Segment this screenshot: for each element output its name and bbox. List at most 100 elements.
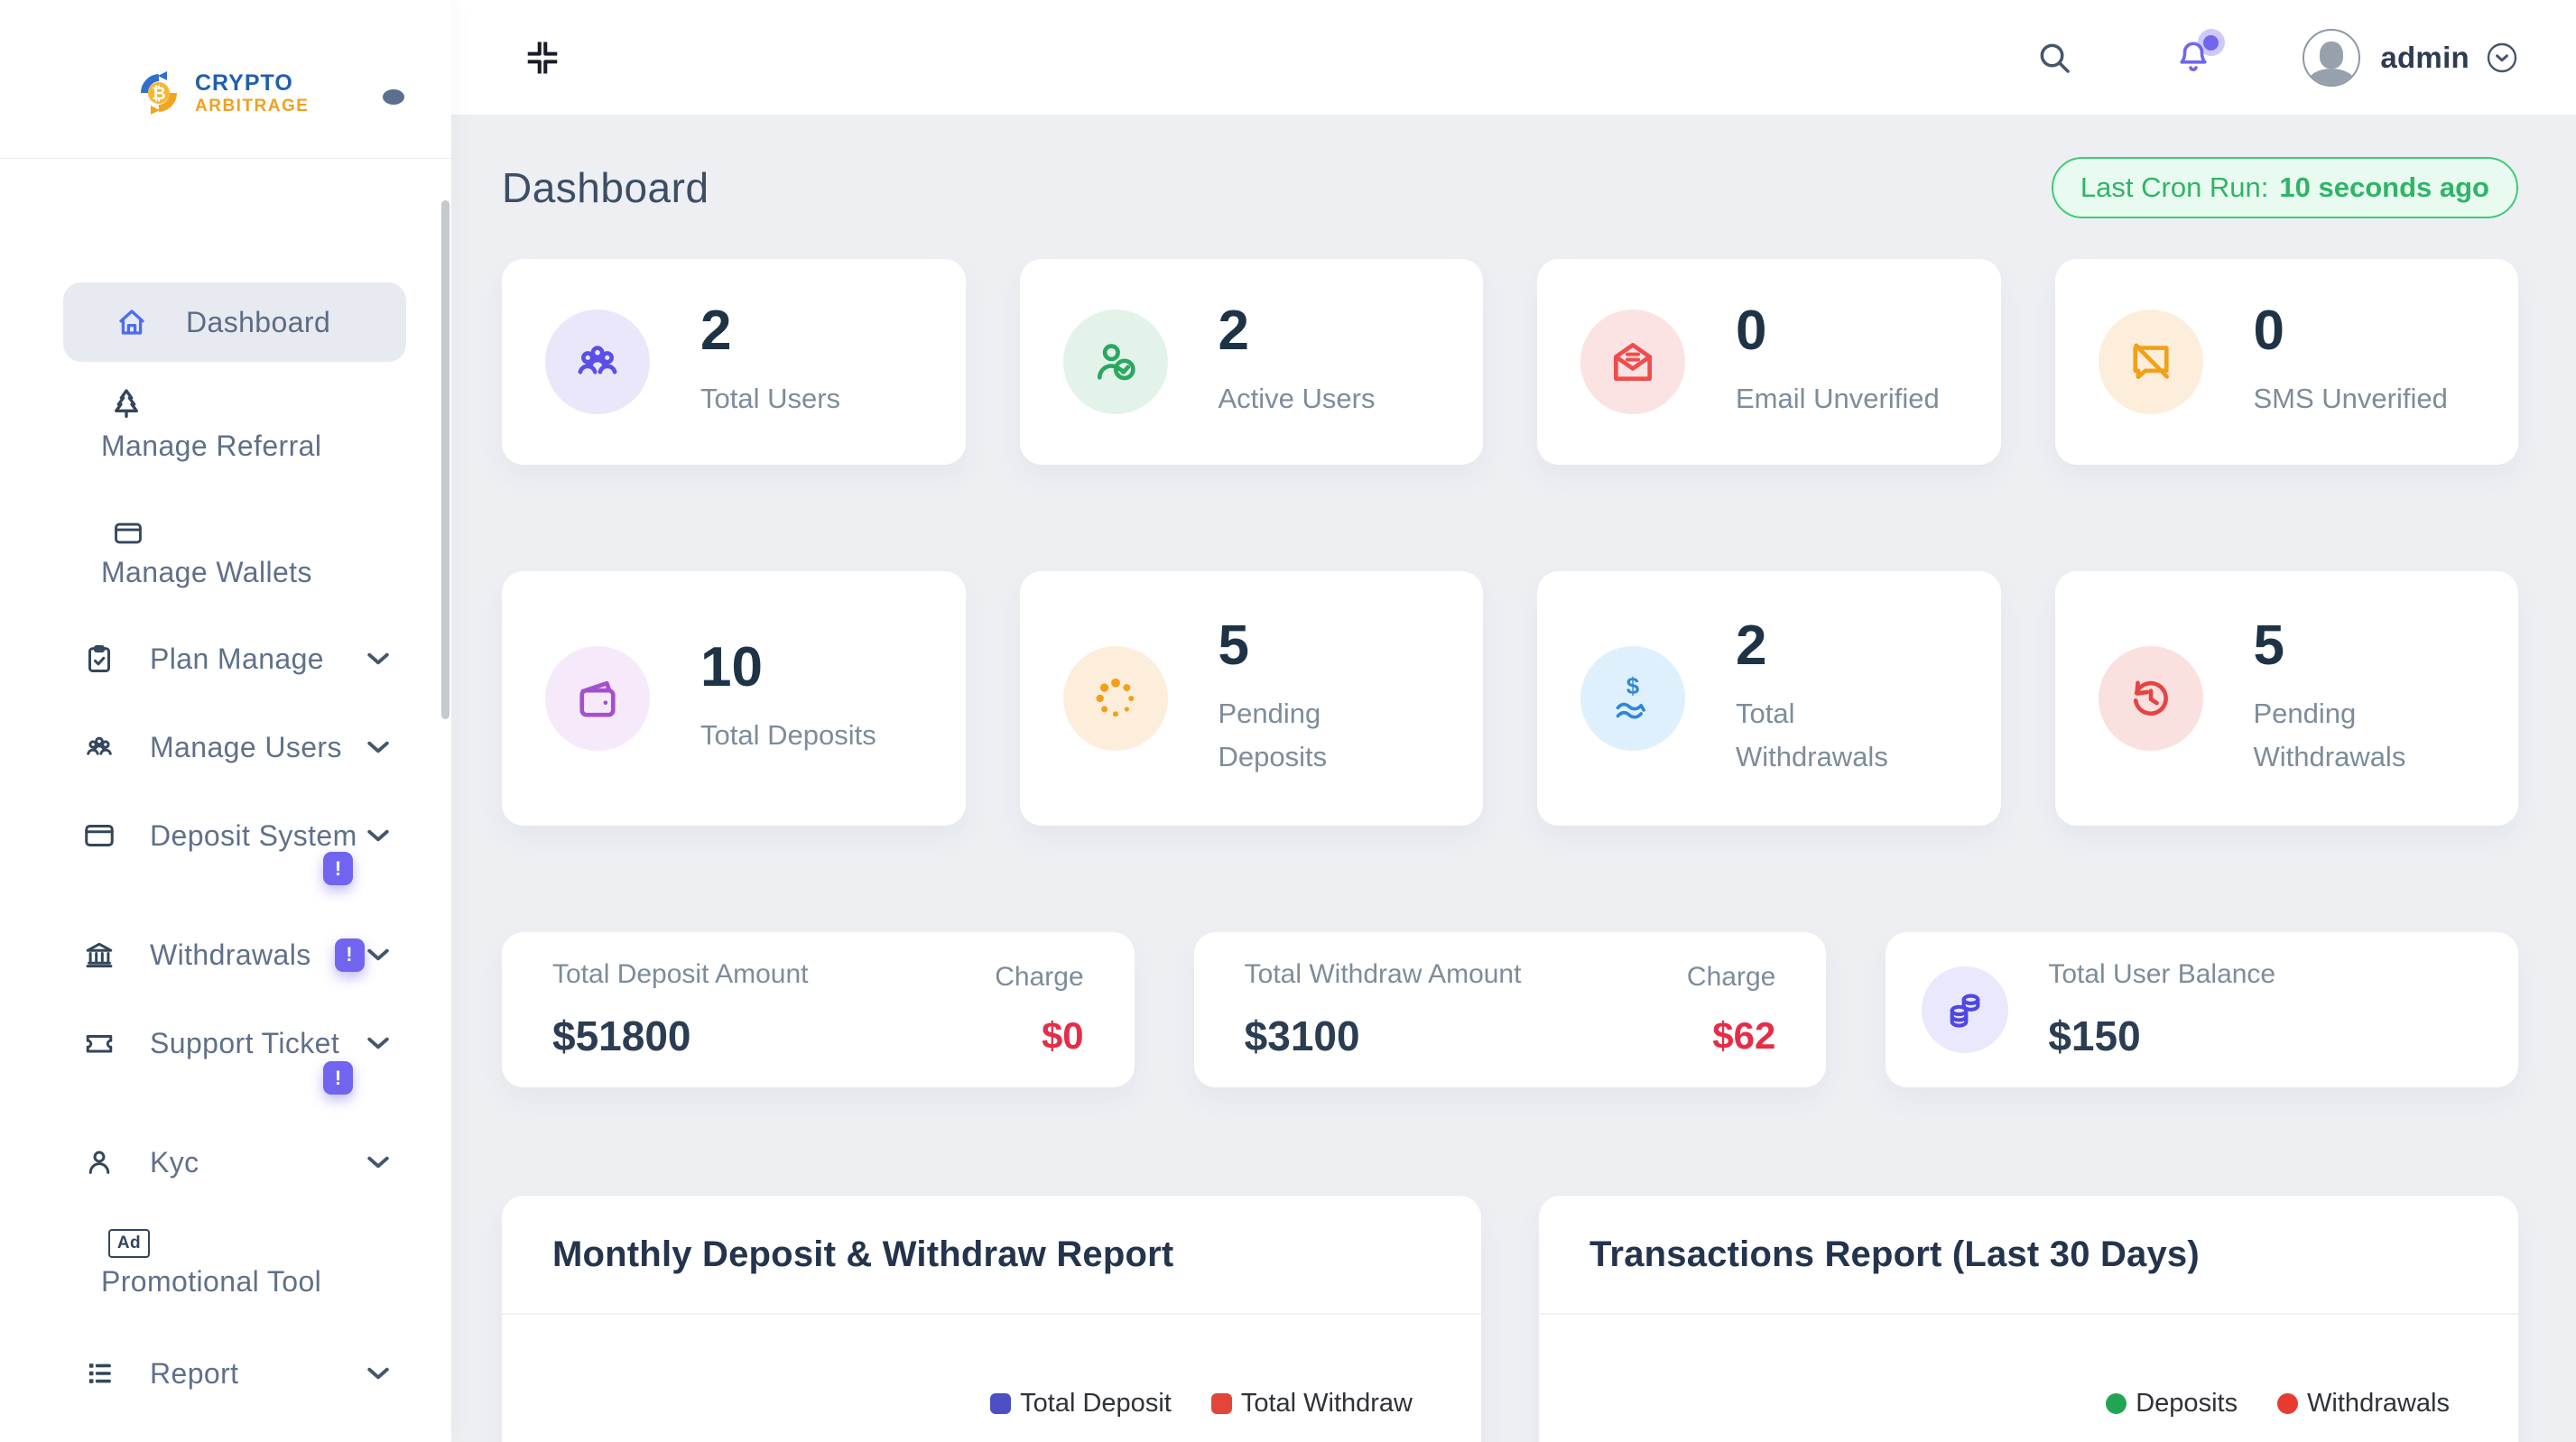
sidebar-scrollbar[interactable] xyxy=(441,200,449,719)
ticket-icon xyxy=(86,1035,113,1053)
sidebar-item-report[interactable]: Report xyxy=(0,1345,451,1402)
search-icon[interactable] xyxy=(2035,39,2073,77)
last-cron-run-badge: Last Cron Run: 10 seconds ago xyxy=(2051,157,2518,218)
stat-value: 5 xyxy=(2253,614,2284,677)
stat-card-total-users[interactable]: 2 Total Users xyxy=(502,259,966,465)
total-withdraw-amount-card[interactable]: Total Withdraw Amount $3100 Charge $62 xyxy=(1193,932,1827,1087)
deposit-system-alert-badge: ! xyxy=(323,852,353,885)
stat-card-total-deposits[interactable]: 10 Total Deposits xyxy=(502,571,966,826)
chevron-down-icon xyxy=(367,652,389,665)
person-icon xyxy=(88,1151,110,1174)
brand-logo[interactable]: ₿ CRYPTO ARBITRAGE xyxy=(135,70,309,116)
envelope-open-icon xyxy=(1580,310,1685,414)
ad-icon: Ad xyxy=(108,1229,150,1258)
sidebar-item-promotional-tool[interactable]: Ad Promotional Tool xyxy=(0,1229,451,1299)
sidebar-item-support-ticket[interactable]: Support Ticket xyxy=(0,1014,451,1072)
chat-slash-icon xyxy=(2098,310,2203,414)
bell-icon xyxy=(2180,41,2207,71)
sidebar-item-label: Kyc xyxy=(150,1145,199,1179)
stat-value: 2 xyxy=(1736,614,1767,677)
sidebar-item-label: Manage Users xyxy=(150,730,342,763)
sidebar-nav: Dashboard Manage Referral Manage Wallets… xyxy=(0,159,451,1442)
amount-row: Total Deposit Amount $51800 Charge $0 To… xyxy=(502,932,2518,1087)
chevron-down-icon xyxy=(367,741,389,753)
stat-label: Pending Withdrawals xyxy=(2253,697,2406,772)
dollar-wave-icon: $ xyxy=(1580,646,1685,751)
monthly-deposit-withdraw-chart-card: Monthly Deposit & Withdraw Report Total … xyxy=(502,1196,1481,1442)
charge-label: Charge xyxy=(995,962,1084,992)
brand-line2: ARBITRAGE xyxy=(195,96,310,116)
user-menu-chevron-icon[interactable] xyxy=(2486,42,2518,74)
chart-title: Transactions Report (Last 30 Days) xyxy=(1589,1234,2200,1274)
page-title: Dashboard xyxy=(502,164,709,211)
charge-value: $0 xyxy=(1041,1014,1084,1057)
tree-icon xyxy=(114,389,138,418)
sidebar-item-label: Support Ticket xyxy=(150,1026,340,1059)
legend-item-total-withdraw[interactable]: Total Withdraw xyxy=(1210,1389,1413,1419)
users-group-icon xyxy=(545,310,650,414)
legend-label: Total Withdraw xyxy=(1240,1389,1413,1418)
stat-card-active-users[interactable]: 2 Active Users xyxy=(1019,259,1483,465)
notifications-button[interactable] xyxy=(2174,28,2226,79)
sidebar-item-manage-users[interactable]: Manage Users xyxy=(0,718,451,776)
stat-value: 0 xyxy=(2253,299,2284,362)
wallet-icon xyxy=(545,646,650,751)
sidebar-item-manage-wallets[interactable]: Manage Wallets xyxy=(0,518,451,589)
coins-icon xyxy=(1922,966,2009,1053)
clock-rotate-icon xyxy=(2098,646,2203,751)
legend-marker xyxy=(1210,1393,1232,1414)
stat-card-pending-withdrawals[interactable]: 5 Pending Withdrawals xyxy=(2054,571,2518,826)
sidebar-item-label: Deposit System xyxy=(150,818,357,852)
legend-item-withdrawals[interactable]: Withdrawals xyxy=(2277,1389,2450,1419)
clipboard-check-icon xyxy=(88,645,110,672)
chart-legend: Deposits Withdrawals xyxy=(1539,1315,2518,1419)
brand-logo-icon: ₿ xyxy=(140,71,178,115)
stat-card-pending-deposits[interactable]: 5 Pending Deposits xyxy=(1019,571,1483,826)
sidebar-item-dashboard[interactable]: Dashboard xyxy=(63,282,406,362)
spinner-icon xyxy=(1062,646,1168,751)
amount-value: $51800 xyxy=(552,1012,691,1059)
sidebar-item-label: Plan Manage xyxy=(150,642,324,675)
sidebar-header: ₿ CRYPTO ARBITRAGE xyxy=(0,0,451,159)
chevron-down-icon xyxy=(367,1156,389,1169)
legend-marker xyxy=(990,1393,1012,1414)
legend-label: Withdrawals xyxy=(2307,1389,2450,1418)
users-group-icon xyxy=(87,736,112,755)
avatar-head xyxy=(2320,41,2344,69)
sidebar-item-label: Manage Referral xyxy=(101,430,322,462)
stat-card-total-withdrawals[interactable]: $ 2 Total Withdrawals xyxy=(1537,571,2001,826)
house-icon xyxy=(119,310,144,335)
username-label[interactable]: admin xyxy=(2380,40,2469,74)
legend-item-deposits[interactable]: Deposits xyxy=(2106,1389,2238,1419)
legend-item-total-deposit[interactable]: Total Deposit xyxy=(990,1389,1172,1419)
bank-icon xyxy=(86,942,113,968)
stat-card-email-unverified[interactable]: 0 Email Unverified xyxy=(1537,259,2001,465)
brand-name: CRYPTO ARBITRAGE xyxy=(195,71,310,116)
support-ticket-alert-badge: ! xyxy=(323,1061,353,1095)
amount-value: $150 xyxy=(2048,1012,2141,1059)
sidebar-item-manage-referral[interactable]: Manage Referral xyxy=(0,386,451,463)
chart-header: Monthly Deposit & Withdraw Report xyxy=(502,1196,1481,1315)
stat-value: 2 xyxy=(700,299,732,362)
charge-label: Charge xyxy=(1686,962,1776,992)
collapse-sidebar-icon[interactable] xyxy=(522,37,563,79)
chevron-down-icon xyxy=(367,829,389,842)
charge-value: $62 xyxy=(1712,1014,1776,1057)
total-user-balance-card[interactable]: Total User Balance $150 xyxy=(1886,932,2518,1087)
topbar-actions: admin xyxy=(2035,28,2518,87)
amount-label: Total Withdraw Amount xyxy=(1244,959,1522,989)
sidebar-toggle-dot[interactable] xyxy=(383,89,404,105)
total-deposit-amount-card[interactable]: Total Deposit Amount $51800 Charge $0 xyxy=(502,932,1135,1087)
chart-header: Transactions Report (Last 30 Days) xyxy=(1539,1196,2518,1315)
stat-label: Total Withdrawals xyxy=(1736,697,1888,772)
sidebar-item-plan-manage[interactable]: Plan Manage xyxy=(0,630,451,688)
stat-label: Email Unverified xyxy=(1736,382,1940,414)
sidebar-item-deposit-system[interactable]: Deposit System xyxy=(0,807,451,864)
chevron-down-icon xyxy=(367,948,389,961)
stat-card-sms-unverified[interactable]: 0 SMS Unverified xyxy=(2054,259,2518,465)
avatar[interactable] xyxy=(2303,28,2361,87)
legend-label: Deposits xyxy=(2136,1389,2238,1418)
sidebar-item-withdrawals[interactable]: Withdrawals ! xyxy=(0,926,451,984)
sidebar-item-kyc[interactable]: Kyc xyxy=(0,1133,451,1191)
amount-label: Total Deposit Amount xyxy=(552,959,809,989)
